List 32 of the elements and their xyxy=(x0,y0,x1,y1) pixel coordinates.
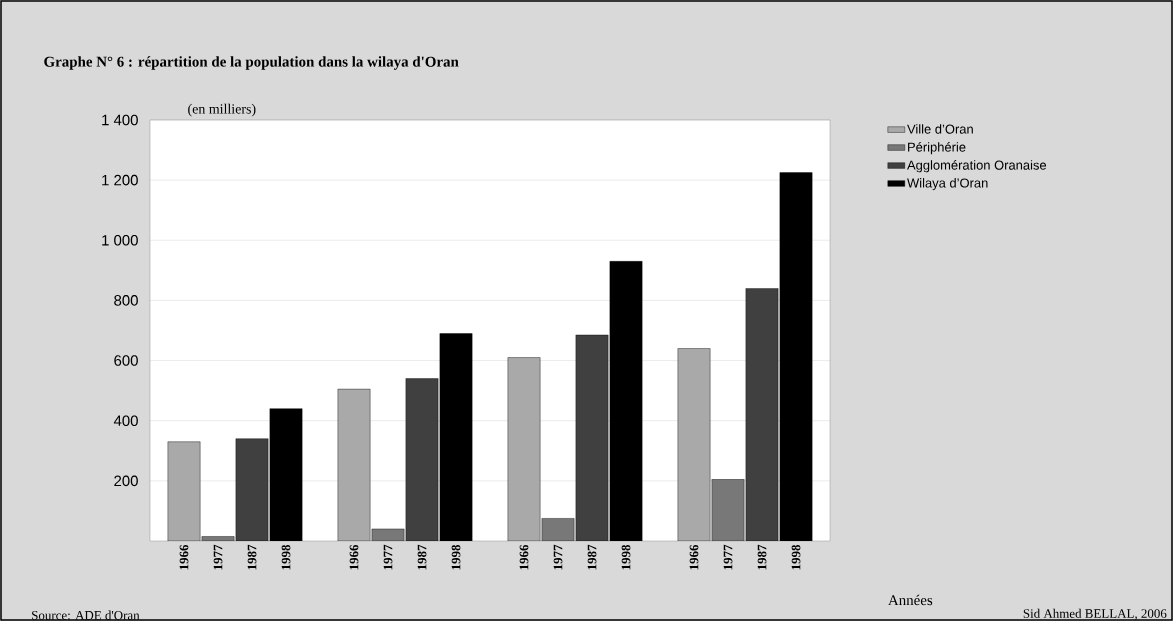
x-tick-label: 1998 xyxy=(791,544,801,570)
x-tick-label: 1987 xyxy=(247,544,257,570)
x-tick-label: 1977 xyxy=(383,544,393,570)
x-tick-label: 1977 xyxy=(553,544,563,570)
x-tick-label: 1987 xyxy=(587,544,597,570)
x-tick-label: 1987 xyxy=(417,544,427,570)
y-tick-label: 800 xyxy=(114,295,138,306)
y-tick-label: 600 xyxy=(114,355,138,366)
text: Sid Ahmed BELLAL, 2006 xyxy=(1023,608,1167,620)
legend-label: Ville d’Oran xyxy=(907,124,973,134)
y-tick-label: 1 200 xyxy=(102,174,138,186)
x-tick-label: 1987 xyxy=(757,544,767,570)
y-tick-label: 200 xyxy=(114,475,138,487)
x-tick-label: 1966 xyxy=(689,544,699,570)
x-tick-label: 1998 xyxy=(451,544,461,570)
y-tick-label: 400 xyxy=(113,415,138,426)
x-tick-label: 1966 xyxy=(179,544,189,570)
x-tick-label: 1998 xyxy=(281,544,291,570)
y-tick-label: 1 400 xyxy=(102,114,138,126)
x-tick-label: 1998 xyxy=(621,544,631,570)
y-axis-title: (en milliers) xyxy=(188,103,256,117)
x-tick-label: 1977 xyxy=(723,544,733,570)
x-tick-label: 1966 xyxy=(349,544,359,570)
legend-label: Périphérie xyxy=(908,142,966,155)
source-note: Source: ADE d'Oran xyxy=(32,610,140,620)
chart-title: Graphe N° 6 : répartition de la population dans la wilaya d'Oran xyxy=(44,56,459,70)
x-axis-title: Années xyxy=(888,594,933,606)
x-tick-label: 1966 xyxy=(519,544,529,570)
legend-label: Wilaya d’Oran xyxy=(907,178,988,191)
x-tick-label: 1977 xyxy=(213,544,223,570)
legend-label: Agglomération Oranaise xyxy=(907,160,1047,173)
y-tick-label: 1 000 xyxy=(102,234,138,246)
